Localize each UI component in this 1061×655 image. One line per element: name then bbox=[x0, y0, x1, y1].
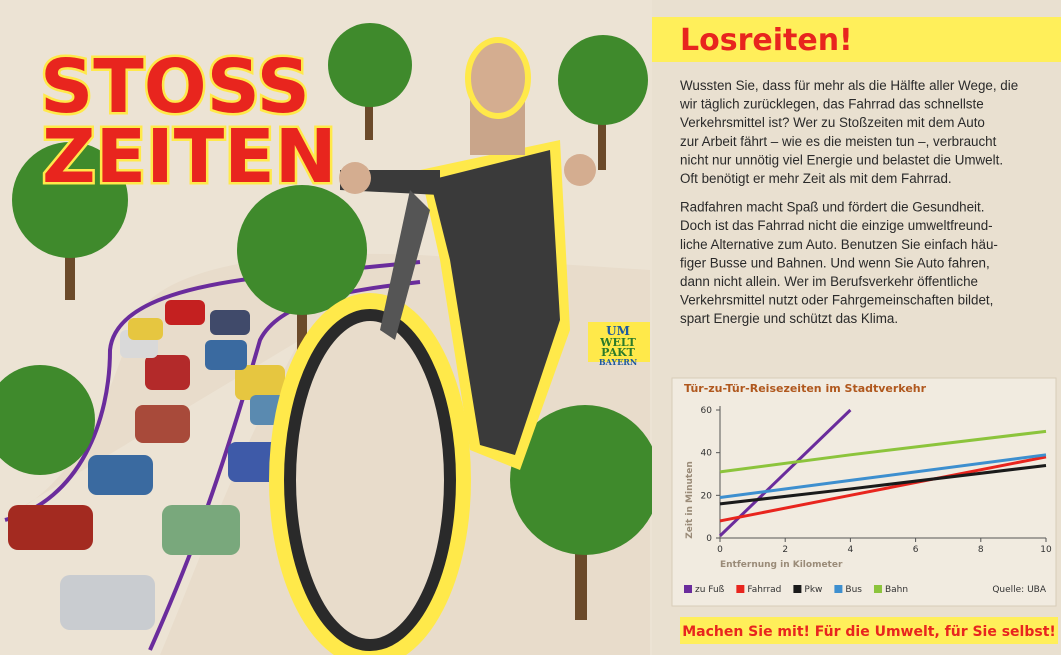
x-tick-label: 2 bbox=[782, 545, 788, 555]
y-tick-label: 0 bbox=[706, 534, 712, 544]
x-axis-label: Entfernung in Kilometer bbox=[720, 560, 843, 570]
x-tick-label: 6 bbox=[913, 545, 919, 555]
y-tick-label: 60 bbox=[701, 406, 713, 416]
title: Losreiten! bbox=[680, 23, 853, 58]
paragraph-line: figer Busse und Bahnen. Und wenn Sie Aut… bbox=[680, 255, 990, 270]
paragraph-line: zur Arbeit fährt – wie es die meisten tu… bbox=[680, 134, 997, 149]
paragraph-line: Verkehrsmittel nutzt oder Fahrgemeinscha… bbox=[680, 293, 993, 308]
x-tick-label: 10 bbox=[1040, 545, 1052, 555]
headline-line: ZEITEN bbox=[42, 114, 337, 200]
legend-swatch bbox=[736, 585, 744, 593]
legend-label: zu Fuß bbox=[695, 585, 725, 595]
y-tick-label: 20 bbox=[701, 491, 713, 501]
legend-swatch bbox=[793, 585, 801, 593]
paragraph-line: nicht nur unnötig viel Energie und belas… bbox=[680, 152, 1003, 167]
paragraph-line: wir täglich zurücklegen, das Fahrrad das… bbox=[679, 97, 984, 112]
logo-text: BAYERN bbox=[599, 357, 637, 367]
legend-label: Fahrrad bbox=[747, 585, 781, 595]
body-text: Wussten Sie, dass für mehr als die Hälft… bbox=[679, 78, 1018, 326]
paragraph-line: Radfahren macht Spaß und fördert die Ges… bbox=[680, 200, 984, 215]
y-axis-label: Zeit in Minuten bbox=[685, 461, 695, 538]
legend-swatch bbox=[874, 585, 882, 593]
paragraph-line: Wussten Sie, dass für mehr als die Hälft… bbox=[680, 78, 1018, 93]
paragraph-line: spart Energie und schützt das Klima. bbox=[680, 311, 898, 326]
logo: UM WELT PAKT BAYERN bbox=[588, 322, 650, 367]
y-tick-label: 40 bbox=[701, 449, 713, 459]
legend-label: Pkw bbox=[804, 585, 822, 595]
legend-label: Bus bbox=[845, 585, 862, 595]
legend-label: Bahn bbox=[885, 585, 908, 595]
poster: STOSS ZEITEN UM WELT PAKT BAYERN Losreit… bbox=[0, 0, 1061, 655]
chart-title: Tür-zu-Tür-Reisezeiten im Stadtverkehr bbox=[684, 382, 927, 395]
paragraph-line: Verkehrsmittel ist? Wer zu Stoßzeiten mi… bbox=[680, 115, 985, 130]
x-tick-label: 8 bbox=[978, 545, 984, 555]
paragraph-line: Doch ist das Fahrrad nicht die einzige u… bbox=[680, 218, 993, 233]
footer: Machen Sie mit! Für die Umwelt, für Sie … bbox=[682, 624, 1056, 640]
page: STOSS ZEITEN UM WELT PAKT BAYERN Losreit… bbox=[0, 0, 1061, 655]
x-tick-label: 4 bbox=[848, 545, 854, 555]
paragraph-line: Oft benötigt er mehr Zeit als mit dem Fa… bbox=[680, 171, 952, 186]
source: Quelle: UBA bbox=[992, 585, 1047, 595]
headline: STOSS ZEITEN bbox=[40, 44, 337, 200]
paragraph-line: dann nicht allein. Wer im Berufsverkehr … bbox=[680, 274, 978, 289]
legend-swatch bbox=[684, 585, 692, 593]
legend-swatch bbox=[834, 585, 842, 593]
paragraph-line: liche Alternative zum Auto. Benutzen Sie… bbox=[680, 237, 998, 252]
x-tick-label: 0 bbox=[717, 545, 723, 555]
illustration: STOSS ZEITEN UM WELT PAKT BAYERN bbox=[0, 0, 660, 655]
